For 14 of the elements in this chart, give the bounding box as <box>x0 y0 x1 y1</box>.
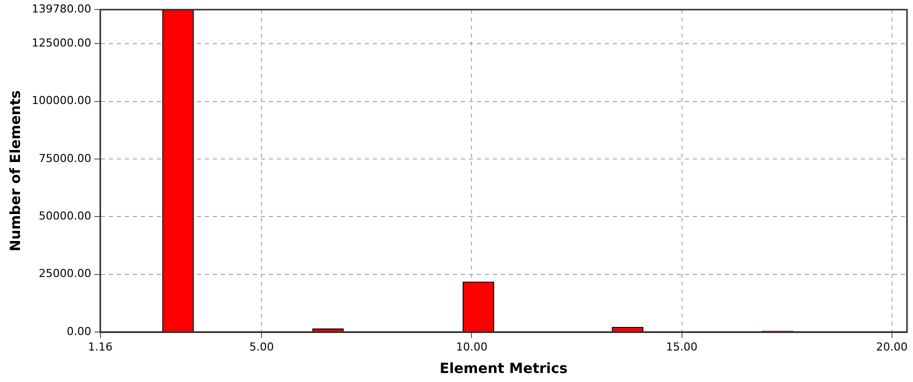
x-tick-label: 10.00 <box>456 340 488 354</box>
y-axis-title: Number of Elements <box>8 90 24 252</box>
x-tick-label: 20.00 <box>876 340 908 354</box>
y-tick-label: 75000.00 <box>38 152 92 165</box>
y-tick-label: 125000.00 <box>32 36 92 50</box>
y-tick-label: 25000.00 <box>38 267 92 280</box>
y-tick-label: 50000.00 <box>38 210 92 223</box>
x-axis-title: Element Metrics <box>440 361 568 378</box>
y-tick-label: 139780.00 <box>32 2 92 16</box>
x-tick-label: 15.00 <box>666 340 698 354</box>
x-tick-label: 1.16 <box>88 340 113 354</box>
y-tick-label: 0.00 <box>66 324 92 338</box>
x-tick-label: 5.00 <box>249 340 274 354</box>
y-tick-label: 100000.00 <box>32 94 92 108</box>
